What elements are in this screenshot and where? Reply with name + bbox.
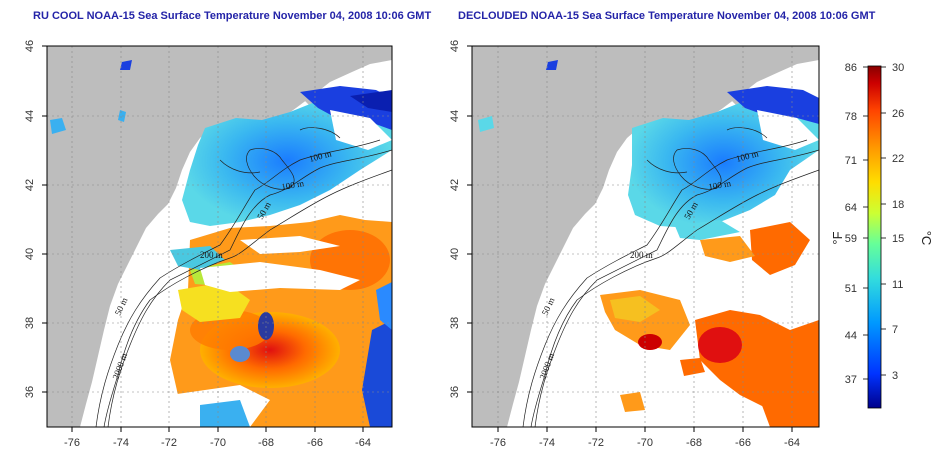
fahrenheit-label: 64 — [845, 202, 857, 214]
colorbar-gradient — [867, 65, 882, 409]
x-tick-label: -68 — [258, 437, 274, 449]
grid-lines — [47, 46, 392, 427]
y-tick-label: 36 — [24, 386, 36, 398]
isobath-label: 200 m — [200, 250, 223, 260]
grid-lines — [472, 46, 819, 427]
right-map: 100 m 100 m 50 m 200 m 50 m 2000 m -76 -… — [449, 40, 820, 449]
celsius-label: 26 — [892, 108, 904, 120]
x-tick-label: -64 — [355, 437, 371, 449]
y-tick-label: 38 — [24, 317, 36, 329]
x-tick-label: -74 — [113, 437, 129, 449]
fahrenheit-label: 51 — [845, 283, 857, 295]
celsius-label: 30 — [892, 62, 904, 74]
fahrenheit-label: 71 — [845, 155, 857, 167]
x-tick-label: -66 — [735, 437, 751, 449]
celsius-label: 11 — [892, 279, 903, 291]
y-tick-label: 38 — [449, 317, 461, 329]
map-frame — [46, 45, 393, 428]
isobath-contours — [95, 127, 392, 427]
x-tick-label: -68 — [686, 437, 702, 449]
y-tick-label: 46 — [449, 40, 461, 52]
x-tick-label: -66 — [307, 437, 323, 449]
land-mass — [47, 46, 392, 427]
isobath-contours — [522, 127, 819, 427]
x-tick-label: -70 — [637, 437, 653, 449]
x-tick-label: -72 — [161, 437, 177, 449]
left-map: 100 m 100 m 50 m 200 m 50 m 2000 m -76 — [24, 40, 393, 449]
celsius-label: 18 — [892, 199, 904, 211]
y-tick-label: 44 — [24, 110, 36, 122]
celsius-label: 7 — [892, 324, 898, 336]
celsius-label: 3 — [892, 370, 898, 382]
isobath-label: 100 m — [708, 178, 732, 192]
isobath-label: 200 m — [630, 250, 653, 260]
x-tick-label: -76 — [64, 437, 80, 449]
y-tick-label: 42 — [24, 179, 36, 191]
x-tick-label: -76 — [490, 437, 506, 449]
cloud-gap — [200, 262, 360, 292]
celsius-label: 22 — [892, 153, 904, 165]
x-tick-label: -64 — [784, 437, 800, 449]
y-tick-label: 46 — [24, 40, 36, 52]
land-mass — [472, 46, 819, 427]
fahrenheit-label: 59 — [845, 233, 857, 245]
y-tick-label: 44 — [449, 110, 461, 122]
fahrenheit-label: 86 — [845, 62, 857, 74]
x-tick-label: -72 — [588, 437, 604, 449]
fahrenheit-label: 44 — [845, 330, 857, 342]
fahrenheit-label: 37 — [845, 374, 857, 386]
x-tick-label: -74 — [539, 437, 555, 449]
colorbar: 86 78 71 64 59 51 44 37 30 26 22 18 15 1… — [830, 62, 934, 409]
x-tick-label: -70 — [210, 437, 226, 449]
y-tick-label: 42 — [449, 179, 461, 191]
left-panel-title: RU COOL NOAA-15 Sea Surface Temperature … — [33, 10, 432, 22]
fahrenheit-label: 78 — [845, 111, 857, 123]
celsius-label: 15 — [892, 233, 904, 245]
celsius-unit-label: °C — [919, 231, 934, 246]
fahrenheit-unit-label: °F — [830, 231, 845, 244]
y-tick-label: 40 — [449, 248, 461, 260]
right-panel-title: DECLOUDED NOAA-15 Sea Surface Temperatur… — [458, 10, 876, 22]
y-tick-label: 36 — [449, 386, 461, 398]
y-tick-label: 40 — [24, 248, 36, 260]
